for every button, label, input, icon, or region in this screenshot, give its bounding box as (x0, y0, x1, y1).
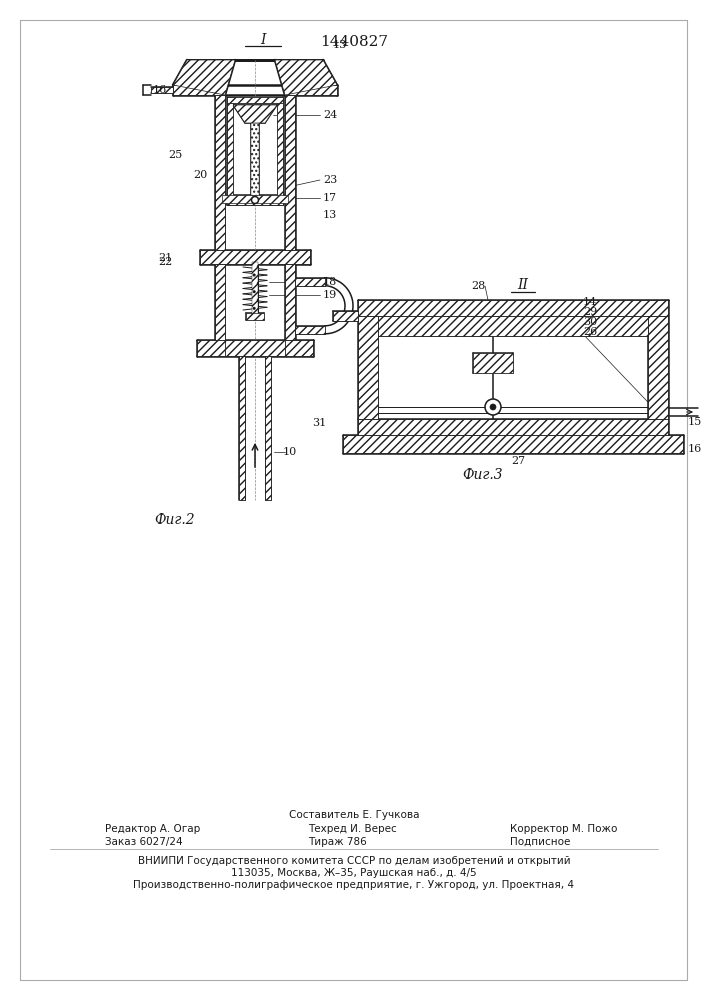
Polygon shape (173, 60, 235, 95)
Text: Фиг.3: Фиг.3 (462, 468, 503, 482)
Bar (151, 87, 173, 93)
Bar (227, 97, 283, 103)
Bar (265, 356, 271, 500)
Text: 24: 24 (323, 110, 337, 120)
Text: 16: 16 (153, 85, 167, 95)
Text: 21: 21 (158, 253, 172, 263)
Bar (251, 123, 259, 197)
Text: 14: 14 (583, 297, 597, 307)
Bar (358, 300, 668, 316)
Circle shape (490, 404, 496, 410)
Bar (358, 316, 378, 419)
Text: 31: 31 (312, 418, 326, 428)
Text: Составитель Е. Гучкова: Составитель Е. Гучкова (288, 810, 419, 820)
Text: 18: 18 (323, 277, 337, 287)
Bar (239, 356, 245, 500)
Text: 20: 20 (193, 170, 207, 180)
Text: 10: 10 (283, 447, 297, 457)
Text: Техред И. Верес: Техред И. Верес (308, 824, 397, 834)
Text: Фиг.2: Фиг.2 (155, 513, 195, 527)
Text: 22: 22 (158, 257, 172, 267)
Bar (358, 419, 668, 435)
Text: 13: 13 (333, 40, 347, 50)
Text: 13: 13 (323, 210, 337, 220)
Bar (285, 264, 295, 340)
Text: ВНИИПИ Государственного комитета СССР по делам изобретений и открытий: ВНИИПИ Государственного комитета СССР по… (138, 856, 571, 866)
Bar (343, 435, 683, 453)
Bar (285, 95, 295, 250)
Bar (246, 313, 264, 320)
Polygon shape (275, 60, 337, 95)
Bar (295, 326, 325, 334)
Bar (285, 85, 337, 95)
Bar (200, 250, 310, 264)
Bar (227, 97, 233, 205)
Text: 19: 19 (323, 290, 337, 300)
Bar (285, 340, 313, 356)
Text: 15: 15 (688, 417, 702, 427)
Text: II: II (518, 278, 529, 292)
Text: 25: 25 (168, 150, 182, 160)
Text: Подписное: Подписное (510, 837, 571, 847)
Text: Редактор А. Огар: Редактор А. Огар (105, 824, 200, 834)
Bar (215, 264, 225, 340)
Bar (277, 97, 283, 205)
Bar (252, 262, 258, 315)
Text: 28: 28 (471, 281, 485, 291)
Bar (333, 311, 358, 321)
Text: 29: 29 (583, 307, 597, 317)
Circle shape (252, 196, 259, 204)
Polygon shape (233, 105, 277, 123)
Text: Корректор М. Пожо: Корректор М. Пожо (510, 824, 617, 834)
Text: Тираж 786: Тираж 786 (308, 837, 367, 847)
Text: 17: 17 (323, 193, 337, 203)
Bar (222, 195, 288, 203)
Text: 16: 16 (688, 444, 702, 454)
Bar (295, 278, 325, 286)
Bar (378, 316, 648, 336)
Text: 23: 23 (323, 175, 337, 185)
Text: Заказ 6027/24: Заказ 6027/24 (105, 837, 182, 847)
Bar (648, 316, 668, 419)
Bar (215, 95, 225, 250)
Text: I: I (260, 33, 266, 47)
Bar (227, 199, 283, 205)
Circle shape (485, 399, 501, 415)
Text: 26: 26 (583, 327, 597, 337)
Text: 1440827: 1440827 (320, 35, 388, 49)
Text: 27: 27 (511, 456, 525, 466)
Text: 113035, Москва, Ж–35, Раушская наб., д. 4/5: 113035, Москва, Ж–35, Раушская наб., д. … (231, 868, 477, 878)
Bar (197, 340, 313, 356)
Text: 30: 30 (583, 317, 597, 327)
Bar (173, 85, 225, 95)
Bar (473, 353, 513, 373)
Text: Производственно-полиграфическое предприятие, г. Ужгород, ул. Проектная, 4: Производственно-полиграфическое предприя… (134, 880, 575, 890)
Bar (197, 340, 225, 356)
